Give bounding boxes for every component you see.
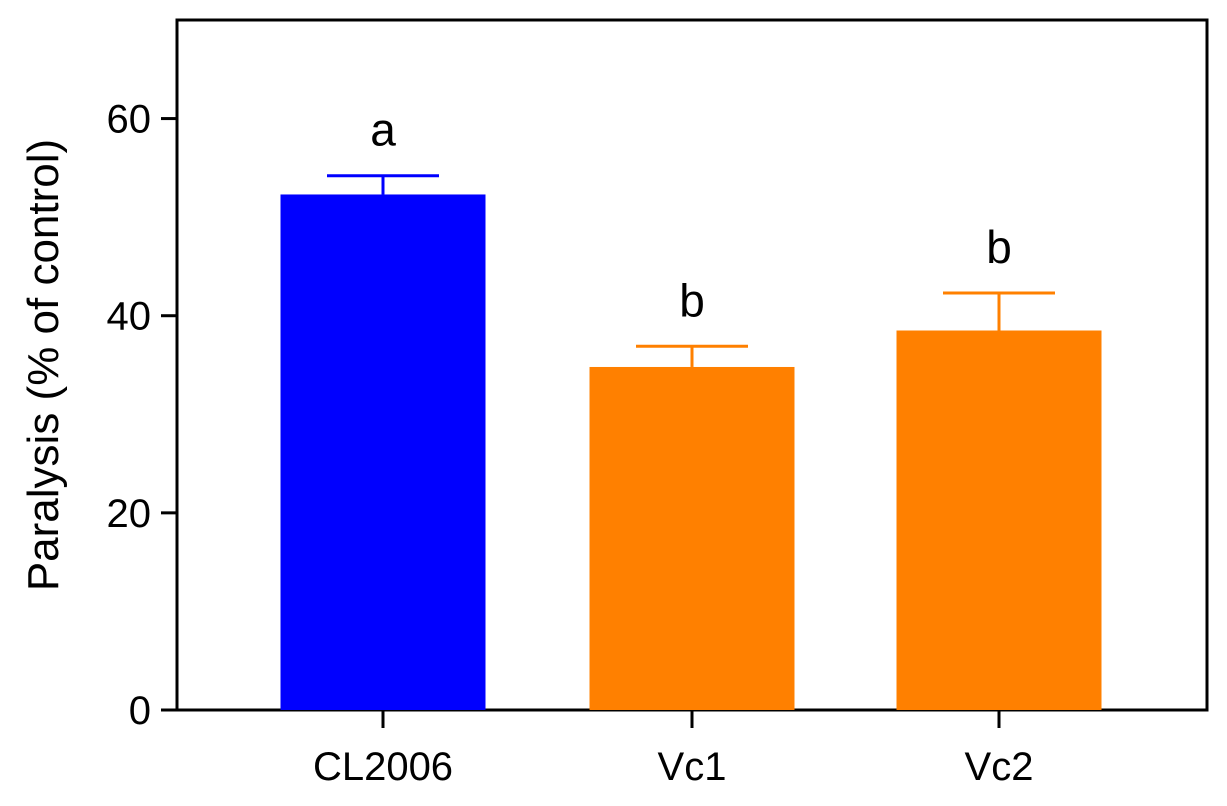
x-tick-label: Vc1 xyxy=(658,745,727,789)
bar-cl2006 xyxy=(280,194,486,710)
x-tick-label: Vc2 xyxy=(965,745,1034,789)
x-tick-label: CL2006 xyxy=(313,745,453,789)
y-tick-label: 40 xyxy=(107,295,152,339)
bars: a b b xyxy=(280,104,1102,710)
y-tick-label: 20 xyxy=(107,492,152,536)
significance-label: a xyxy=(370,104,396,156)
y-tick-label: 0 xyxy=(129,689,151,733)
x-axis: CL2006 Vc1 Vc2 xyxy=(313,710,1034,789)
y-axis: 0 20 40 60 xyxy=(107,98,177,733)
bar-vc1 xyxy=(589,366,795,710)
significance-label: b xyxy=(986,221,1012,273)
y-tick-label: 60 xyxy=(107,98,152,142)
bar-vc2 xyxy=(896,330,1102,710)
significance-label: b xyxy=(679,274,705,326)
y-axis-title: Paralysis (% of control) xyxy=(19,139,68,591)
